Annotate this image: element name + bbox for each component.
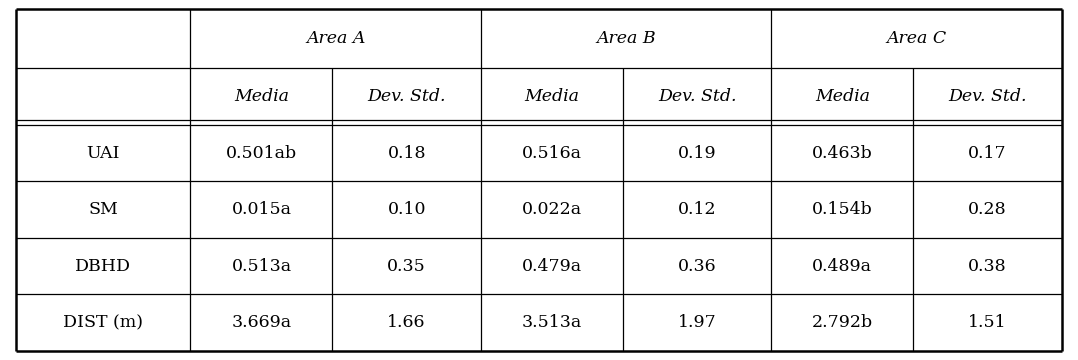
Text: 0.154b: 0.154b xyxy=(812,201,873,218)
Text: 0.463b: 0.463b xyxy=(812,145,873,162)
Text: Dev. Std.: Dev. Std. xyxy=(658,88,736,105)
Text: 0.18: 0.18 xyxy=(387,145,426,162)
Text: Dev. Std.: Dev. Std. xyxy=(368,88,446,105)
Text: 2.792b: 2.792b xyxy=(812,314,873,331)
Text: 0.19: 0.19 xyxy=(678,145,717,162)
Text: Dev. Std.: Dev. Std. xyxy=(949,88,1027,105)
Text: 1.97: 1.97 xyxy=(678,314,717,331)
Text: 0.501ab: 0.501ab xyxy=(226,145,298,162)
Text: 0.479a: 0.479a xyxy=(522,258,582,275)
Text: Area A: Area A xyxy=(306,30,365,47)
Text: 0.513a: 0.513a xyxy=(232,258,291,275)
Text: Media: Media xyxy=(815,88,870,105)
Text: 0.516a: 0.516a xyxy=(522,145,582,162)
Text: Media: Media xyxy=(524,88,579,105)
Text: Area C: Area C xyxy=(886,30,946,47)
Text: 0.489a: 0.489a xyxy=(813,258,872,275)
Text: 3.513a: 3.513a xyxy=(522,314,582,331)
Text: UAI: UAI xyxy=(86,145,120,162)
Text: 0.022a: 0.022a xyxy=(522,201,582,218)
Text: 0.10: 0.10 xyxy=(387,201,426,218)
Text: 0.17: 0.17 xyxy=(968,145,1007,162)
Text: 3.669a: 3.669a xyxy=(232,314,291,331)
Text: DBHD: DBHD xyxy=(75,258,132,275)
Text: 1.51: 1.51 xyxy=(968,314,1007,331)
Text: 0.35: 0.35 xyxy=(387,258,426,275)
Text: 0.36: 0.36 xyxy=(678,258,717,275)
Text: DIST (m): DIST (m) xyxy=(64,314,143,331)
Text: Media: Media xyxy=(234,88,289,105)
Text: 1.66: 1.66 xyxy=(387,314,426,331)
Text: 0.38: 0.38 xyxy=(968,258,1007,275)
Text: Area B: Area B xyxy=(596,30,655,47)
Text: 0.28: 0.28 xyxy=(968,201,1007,218)
Text: 0.015a: 0.015a xyxy=(232,201,291,218)
Text: SM: SM xyxy=(88,201,119,218)
Text: 0.12: 0.12 xyxy=(678,201,717,218)
